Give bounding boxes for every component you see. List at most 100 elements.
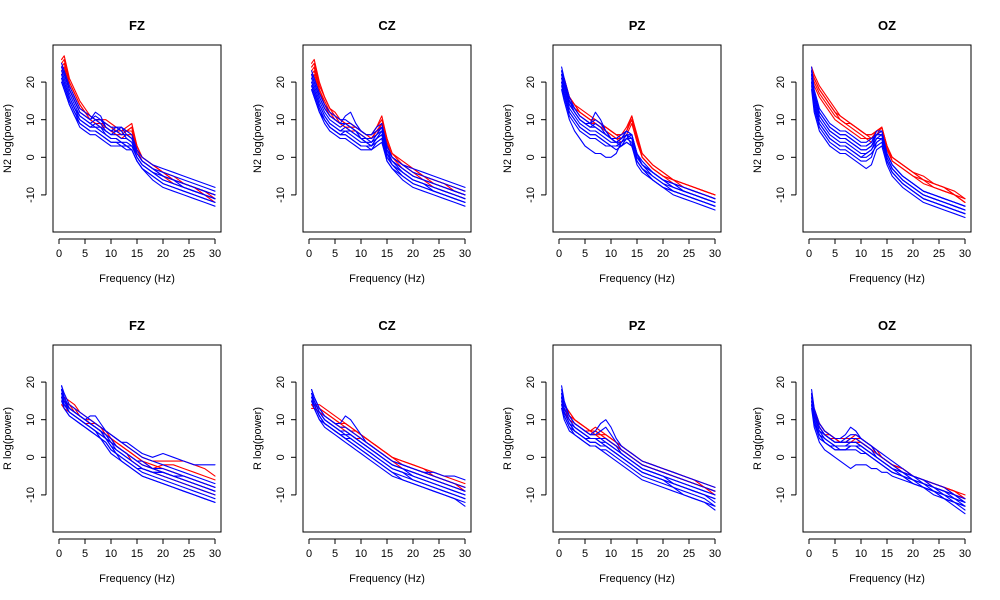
x-tick-label: 25: [933, 248, 945, 260]
y-tick-label: 10: [525, 114, 537, 126]
y-tick-label: 0: [525, 454, 537, 460]
series-line-blue: [811, 392, 966, 503]
x-tick-label: 20: [657, 548, 669, 560]
series-group: [561, 66, 716, 211]
panel-5: FZ 0 5 10 15 20 25 30 Frequency (Hz) -10 0 10 20 R lo…: [2, 318, 222, 585]
y-tick-label: 10: [275, 114, 287, 126]
series-line-blue: [561, 396, 716, 500]
x-tick-label: 20: [407, 548, 419, 560]
y-tick-label: -10: [25, 487, 37, 503]
y-axis-label: R log(power): [252, 407, 264, 470]
x-tick-label: 0: [306, 548, 312, 560]
plot-frame: [52, 44, 222, 233]
x-tick-label: 20: [407, 248, 419, 260]
series-line-red: [811, 70, 966, 200]
y-tick-label: 10: [25, 114, 37, 126]
series-line-red: [561, 74, 716, 196]
x-tick-label: 10: [855, 548, 867, 560]
x-tick-label: 0: [806, 248, 812, 260]
x-tick-label: 30: [709, 248, 721, 260]
series-group: [811, 66, 966, 219]
series-line-red: [561, 400, 716, 488]
x-tick-label: 5: [332, 248, 338, 260]
x-axis-label: Frequency (Hz): [599, 573, 675, 585]
series-line-blue: [61, 81, 216, 203]
series-line-blue: [311, 81, 466, 200]
x-tick-label: 15: [381, 548, 393, 560]
y-tick-label: 20: [775, 76, 787, 88]
series-group: [561, 385, 716, 511]
y-axis-label: R log(power): [2, 407, 14, 470]
series-line-blue: [561, 66, 716, 200]
x-tick-label: 0: [56, 548, 62, 560]
series-line-blue: [311, 389, 466, 488]
x-tick-label: 25: [433, 548, 445, 560]
x-tick-label: 15: [881, 548, 893, 560]
x-tick-label: 5: [82, 548, 88, 560]
series-line-blue: [61, 77, 216, 203]
panel-1: FZ 0 5 10 15 20 25 30 Frequency (Hz) -10 0 10 20 N2 l…: [2, 18, 222, 285]
x-axis-label: Frequency (Hz): [849, 273, 925, 285]
x-tick-label: 0: [806, 548, 812, 560]
series-line-red: [311, 404, 466, 492]
x-tick-label: 20: [157, 248, 169, 260]
series-line-red: [61, 404, 216, 496]
x-tick-label: 10: [105, 548, 117, 560]
y-tick-label: 0: [525, 154, 537, 160]
panel-3: PZ 0 5 10 15 20 25 30 Frequency (Hz) -10 0 10 20 N2 l…: [502, 18, 722, 285]
x-tick-label: 10: [855, 248, 867, 260]
series-line-blue: [311, 70, 466, 192]
y-axis-label: N2 log(power): [752, 104, 764, 173]
y-tick-label: 0: [775, 154, 787, 160]
series-line-blue: [311, 89, 466, 207]
series-line-blue: [311, 396, 466, 496]
x-tick-label: 10: [605, 548, 617, 560]
x-tick-label: 30: [709, 548, 721, 560]
series-line-blue: [311, 392, 466, 492]
y-tick-label: 0: [275, 154, 287, 160]
x-axis-label: Frequency (Hz): [99, 273, 175, 285]
series-line-blue: [61, 70, 216, 196]
series-line-blue: [311, 81, 466, 200]
y-tick-label: 20: [25, 76, 37, 88]
plot-frame: [552, 344, 722, 533]
series-line-red: [311, 400, 466, 485]
series-line-blue: [561, 70, 716, 203]
y-tick-label: 10: [525, 414, 537, 426]
panel-8: OZ 0 5 10 15 20 25 30 Frequency (Hz) -10 0 10 20 R lo…: [752, 318, 972, 585]
series-group: [61, 55, 216, 207]
x-tick-label: 30: [459, 548, 471, 560]
series-line-blue: [311, 85, 466, 203]
series-line-blue: [561, 74, 716, 200]
x-tick-label: 5: [582, 548, 588, 560]
x-tick-label: 5: [582, 248, 588, 260]
series-line-blue: [811, 70, 966, 207]
x-tick-label: 10: [355, 548, 367, 560]
series-line-blue: [561, 389, 716, 492]
y-axis-label: R log(power): [752, 407, 764, 470]
series-line-blue: [811, 81, 966, 215]
panel-4: OZ 0 5 10 15 20 25 30 Frequency (Hz) -10 0 10 20 N2 l…: [752, 18, 972, 285]
y-tick-label: 10: [275, 414, 287, 426]
y-tick-label: -10: [275, 187, 287, 203]
panel-7: PZ 0 5 10 15 20 25 30 Frequency (Hz) -10 0 10 20 R lo…: [502, 318, 722, 585]
series-line-blue: [561, 407, 716, 511]
x-tick-label: 25: [933, 548, 945, 560]
y-tick-label: 0: [775, 454, 787, 460]
plot-frame: [52, 344, 222, 533]
panel-title: PZ: [629, 318, 646, 333]
y-tick-label: -10: [25, 187, 37, 203]
x-axis-label: Frequency (Hz): [99, 573, 175, 585]
y-tick-label: -10: [275, 487, 287, 503]
x-tick-label: 0: [556, 248, 562, 260]
series-line-blue: [61, 392, 216, 492]
series-line-blue: [61, 62, 216, 188]
x-tick-label: 30: [209, 548, 221, 560]
series-line-blue: [311, 392, 466, 496]
series-line-blue: [61, 77, 216, 200]
x-tick-label: 25: [433, 248, 445, 260]
series-line-red: [61, 58, 216, 200]
x-tick-label: 10: [355, 248, 367, 260]
series-line-blue: [61, 66, 216, 192]
x-tick-label: 0: [56, 248, 62, 260]
